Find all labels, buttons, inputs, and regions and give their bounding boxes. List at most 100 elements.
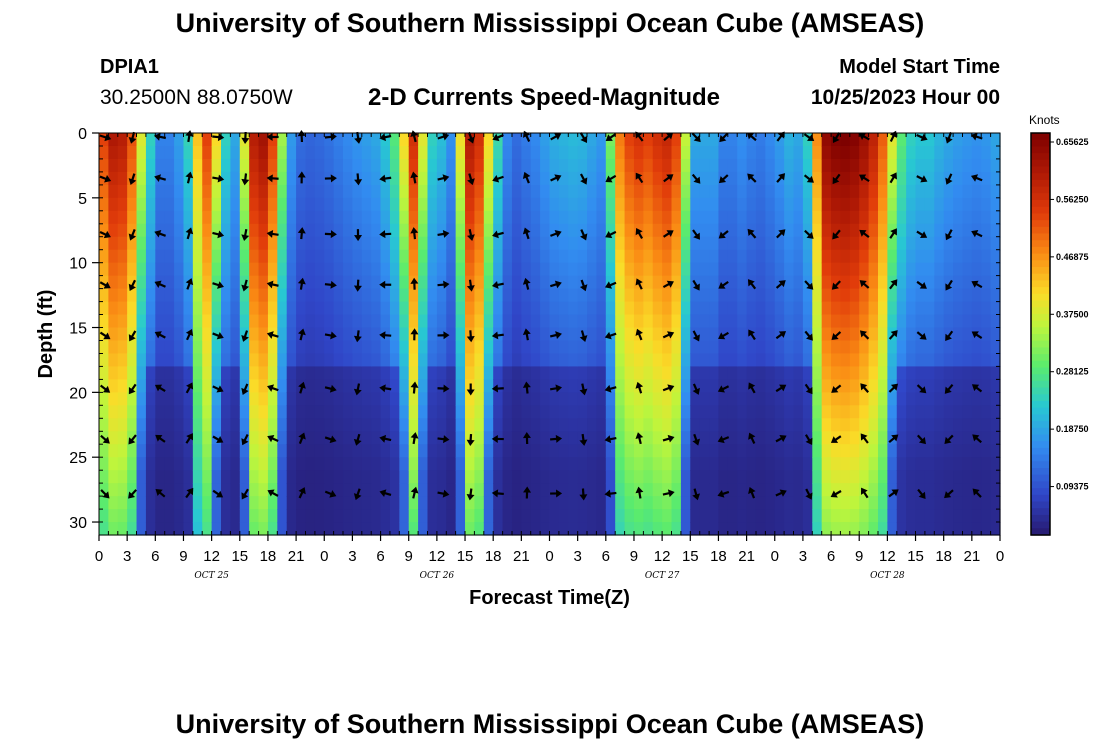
current-arrow xyxy=(549,331,562,339)
heatmap-cell xyxy=(849,223,860,238)
current-arrow xyxy=(410,486,419,499)
heatmap-cell xyxy=(427,288,438,303)
heatmap-cell xyxy=(127,314,138,329)
heatmap-cell xyxy=(455,444,466,458)
heatmap-cell xyxy=(343,379,354,393)
heatmap-cell xyxy=(521,392,532,406)
heatmap-cell xyxy=(877,496,888,510)
current-arrow xyxy=(859,174,870,183)
heatmap-cell xyxy=(239,197,250,212)
heatmap-cell xyxy=(286,249,297,264)
colorbar-frame xyxy=(1030,132,1051,536)
heatmap-cell xyxy=(399,470,410,484)
heatmap-cell xyxy=(343,223,354,238)
heatmap-cell xyxy=(690,509,701,523)
heatmap-cell xyxy=(164,158,175,173)
heatmap-cell xyxy=(962,470,973,484)
heatmap-cell xyxy=(784,340,795,355)
heatmap-cell xyxy=(446,444,457,458)
heatmap-cell xyxy=(690,236,701,251)
heatmap-cell xyxy=(774,522,785,536)
heatmap-cell xyxy=(652,184,663,199)
heatmap-cell xyxy=(117,457,128,471)
heatmap-cell xyxy=(380,418,391,432)
heatmap-cell xyxy=(258,509,269,523)
heatmap-cell xyxy=(446,418,457,432)
heatmap-cell xyxy=(474,483,485,497)
current-arrow xyxy=(100,489,110,499)
heatmap-cell xyxy=(709,133,720,147)
heatmap-cell xyxy=(164,197,175,212)
heatmap-cell xyxy=(690,158,701,173)
heatmap-cell xyxy=(812,236,823,251)
colorbar-segment xyxy=(1031,521,1050,529)
heatmap-cell xyxy=(174,392,185,406)
heatmap-cell xyxy=(877,249,888,264)
heatmap-cell xyxy=(915,392,926,406)
heatmap-cell xyxy=(145,353,156,368)
heatmap-cell xyxy=(399,133,410,147)
heatmap-cell xyxy=(727,353,738,368)
heatmap-cell xyxy=(596,431,607,445)
heatmap-cell xyxy=(859,210,870,225)
heatmap-cell xyxy=(530,301,541,316)
heatmap-cell xyxy=(343,314,354,329)
heatmap-cell xyxy=(906,327,917,342)
heatmap-cell xyxy=(296,288,307,303)
colorbar-segment xyxy=(1031,514,1050,523)
heatmap-cell xyxy=(849,444,860,458)
heatmap-cell xyxy=(718,210,729,225)
heatmap-cell xyxy=(145,405,156,419)
heatmap-cell xyxy=(915,405,926,419)
heatmap-cell xyxy=(117,340,128,355)
heatmap-cell xyxy=(568,184,579,199)
heatmap-cell xyxy=(924,418,935,432)
heatmap-cell xyxy=(887,418,898,432)
heatmap-cell xyxy=(934,444,945,458)
heatmap-cell xyxy=(502,366,513,380)
heatmap-cell xyxy=(718,522,729,536)
heatmap-cell xyxy=(906,236,917,251)
heatmap-cell xyxy=(633,405,644,419)
heatmap-cell xyxy=(849,171,860,186)
heatmap-cell xyxy=(436,522,447,536)
heatmap-cell xyxy=(981,236,992,251)
heatmap-cell xyxy=(643,392,654,406)
heatmap-cell xyxy=(174,431,185,445)
heatmap-cell xyxy=(924,301,935,316)
heatmap-cell xyxy=(896,223,907,238)
current-arrow xyxy=(466,330,475,343)
heatmap-cell xyxy=(558,210,569,225)
heatmap-cell xyxy=(981,379,992,393)
heatmap-cell xyxy=(221,171,231,186)
heatmap-cell xyxy=(371,197,382,212)
heatmap-cell xyxy=(493,249,504,264)
heatmap-cell xyxy=(511,197,522,212)
heatmap-cell xyxy=(324,405,335,419)
heatmap-cell xyxy=(831,145,842,160)
current-arrow xyxy=(888,434,899,444)
heatmap-cell xyxy=(493,379,504,393)
heatmap-cell xyxy=(108,509,119,523)
heatmap-cell xyxy=(793,301,804,316)
heatmap-cell xyxy=(915,223,926,238)
heatmap-cell xyxy=(314,431,325,445)
heatmap-cell xyxy=(812,405,823,419)
heatmap-cell xyxy=(511,444,522,458)
heatmap-cell xyxy=(821,509,832,523)
heatmap-cell xyxy=(596,197,607,212)
heatmap-cell xyxy=(343,262,354,277)
heatmap-cell xyxy=(859,249,870,264)
heatmap-cell xyxy=(652,327,663,342)
heatmap-cell xyxy=(286,327,297,342)
heatmap-cell xyxy=(943,405,954,419)
heatmap-cell xyxy=(202,340,213,355)
heatmap-cell xyxy=(324,418,335,432)
current-arrow xyxy=(635,172,644,184)
heatmap-cell xyxy=(746,197,757,212)
heatmap-cell xyxy=(755,249,766,264)
heatmap-cell xyxy=(211,418,222,432)
heatmap-cell xyxy=(183,210,194,225)
heatmap-cell xyxy=(831,457,842,471)
current-arrow xyxy=(662,230,674,238)
